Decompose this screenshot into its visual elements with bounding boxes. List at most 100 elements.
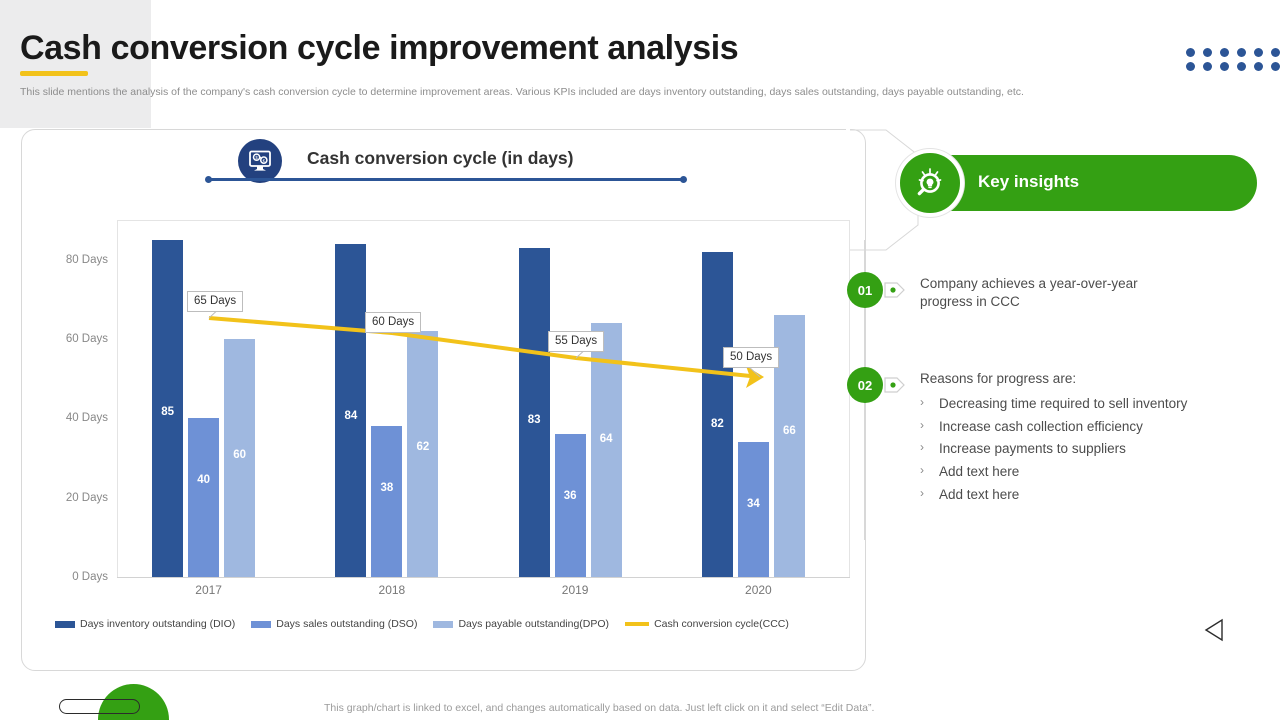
dots-row-bottom bbox=[1186, 62, 1280, 71]
chart-title: Cash conversion cycle (in days) bbox=[307, 148, 574, 168]
legend-swatch bbox=[55, 620, 75, 628]
insight-arrow-icon bbox=[884, 375, 908, 395]
insight-text: Reasons for progress are: bbox=[920, 371, 1077, 386]
svg-text:€: € bbox=[263, 158, 266, 163]
plot-frame-top bbox=[117, 220, 850, 221]
chart-title-rule bbox=[208, 178, 684, 181]
chart-bar: 34 bbox=[737, 442, 769, 577]
dot bbox=[1186, 48, 1195, 57]
plot-axis-bottom bbox=[117, 577, 850, 578]
y-axis-tick: 0 Days bbox=[72, 571, 108, 583]
legend-swatch bbox=[433, 620, 454, 628]
dot bbox=[1203, 62, 1212, 71]
bar-value-label: 82 bbox=[710, 417, 724, 430]
x-axis-tick: 2017 bbox=[195, 583, 222, 597]
header-grey-band bbox=[0, 0, 151, 128]
bar-value-label: 64 bbox=[599, 433, 613, 446]
ccc-value-callout: 55 Days bbox=[548, 331, 605, 352]
bar-value-label: 60 bbox=[233, 449, 247, 461]
y-axis-tick: 20 Days bbox=[65, 491, 108, 504]
y-axis-tick: 40 Days bbox=[65, 412, 108, 425]
rule-dot-left bbox=[205, 176, 212, 183]
bar-value-label: 36 bbox=[563, 490, 577, 503]
chart-bar: 40 bbox=[188, 418, 220, 577]
chevron-right-icon: › bbox=[920, 417, 924, 432]
page-title: Cash conversion cycle improvement analys… bbox=[20, 29, 739, 67]
footer-note: This graph/chart is linked to excel, and… bbox=[324, 702, 875, 714]
legend-label: Days inventory outstanding (DIO) bbox=[80, 618, 236, 630]
dot bbox=[1203, 48, 1212, 57]
insight-sub-item: › Increase payments to suppliers bbox=[920, 440, 1126, 457]
chevron-right-icon: › bbox=[920, 486, 924, 501]
title-underline bbox=[20, 71, 88, 76]
dot bbox=[1186, 62, 1195, 71]
x-axis-tick: 2019 bbox=[561, 583, 589, 597]
bar-value-label: 66 bbox=[782, 425, 796, 438]
chart-bar: 38 bbox=[371, 426, 403, 577]
plot-frame-right bbox=[849, 220, 850, 577]
insight-number-badge: 02 bbox=[847, 367, 883, 403]
legend-item: Days inventory outstanding (DIO) bbox=[55, 618, 235, 630]
svg-text:$: $ bbox=[255, 155, 258, 160]
insight-body: Reasons for progress are: › Decreasing tim… bbox=[920, 370, 1188, 509]
chart-header: $ € Cash conversion cycle (in days) bbox=[208, 139, 688, 191]
legend-item: Days payable outstanding(DPO) bbox=[433, 618, 609, 630]
bar-value-label: 62 bbox=[416, 441, 430, 454]
legend-label: Cash conversion cycle(CCC) bbox=[654, 618, 789, 630]
bars-layer: 85 40 60 84 38 62 83 36 64 82 34 66 bbox=[117, 220, 850, 577]
insight-sub-item: › Add text here bbox=[920, 463, 1020, 480]
insight-number-badge: 01 bbox=[847, 272, 883, 308]
bar-value-label: 85 bbox=[161, 405, 175, 418]
bar-value-label: 84 bbox=[344, 409, 358, 422]
insight-sub-item: › Decreasing time required to sell invent… bbox=[920, 394, 1188, 411]
decorative-dots bbox=[1186, 48, 1280, 71]
page-subtitle: This slide mentions the analysis of the … bbox=[20, 86, 1024, 98]
x-axis-tick: 2020 bbox=[745, 583, 772, 597]
rule-dot-right bbox=[680, 176, 687, 183]
pill-outline-decoration bbox=[59, 699, 140, 714]
legend-line-swatch bbox=[625, 622, 650, 626]
bar-value-label: 40 bbox=[197, 474, 211, 487]
chart-bar: 60 bbox=[224, 339, 256, 577]
legend-label: Days sales outstanding (DSO) bbox=[276, 618, 418, 630]
ccc-value-callout: 65 Days bbox=[187, 291, 244, 312]
legend-item-ccc: Cash conversion cycle(CCC) bbox=[625, 618, 789, 630]
lightbulb-magnifier-icon bbox=[896, 149, 964, 217]
dot bbox=[1220, 62, 1229, 71]
dot bbox=[1220, 48, 1229, 57]
legend-label: Days payable outstanding(DPO) bbox=[458, 618, 610, 630]
dot bbox=[1254, 62, 1263, 71]
chevron-right-icon: › bbox=[920, 440, 924, 455]
chart-bar: 62 bbox=[407, 331, 439, 577]
chart-bar: 64 bbox=[590, 323, 622, 577]
insight-text: Company achieves a year-over-year progre… bbox=[920, 276, 1138, 309]
key-insights-title: Key insights bbox=[978, 172, 1080, 191]
dot bbox=[1271, 62, 1280, 71]
insight-arrow-icon bbox=[884, 280, 908, 300]
previous-arrow-icon[interactable] bbox=[1203, 618, 1225, 647]
y-axis-tick: 80 Days bbox=[65, 253, 108, 266]
dot bbox=[1271, 48, 1280, 57]
x-axis-tick: 2018 bbox=[378, 583, 406, 597]
bar-value-label: 83 bbox=[527, 413, 541, 426]
legend-swatch bbox=[251, 620, 272, 628]
plot-axis-left bbox=[117, 220, 118, 577]
y-axis-tick: 60 Days bbox=[65, 333, 108, 345]
monitor-currency-icon: $ € bbox=[238, 139, 282, 183]
ccc-value-callout: 50 Days bbox=[723, 347, 780, 368]
dot bbox=[1237, 48, 1246, 57]
chart-bar: 85 bbox=[152, 239, 184, 577]
chart-bar: 36 bbox=[554, 434, 586, 577]
y-axis-ticks: 0 Days 20 Days 40 Days 60 Days 80 Days bbox=[0, 0, 108, 720]
chevron-right-icon: › bbox=[920, 394, 924, 409]
chart-bar: 84 bbox=[335, 243, 367, 577]
bar-value-label: 38 bbox=[380, 482, 394, 495]
chevron-right-icon: › bbox=[920, 463, 924, 478]
chart-bar: 82 bbox=[701, 251, 733, 577]
dot bbox=[1254, 48, 1263, 57]
chart-legend: Days inventory outstanding (DIO) Days sal… bbox=[55, 618, 855, 630]
bar-value-label: 34 bbox=[746, 498, 760, 511]
insight-sub-item: › Increase cash collection efficiency bbox=[920, 417, 1143, 434]
insight-sub-list: › Decreasing time required to sell invent… bbox=[920, 395, 1188, 504]
